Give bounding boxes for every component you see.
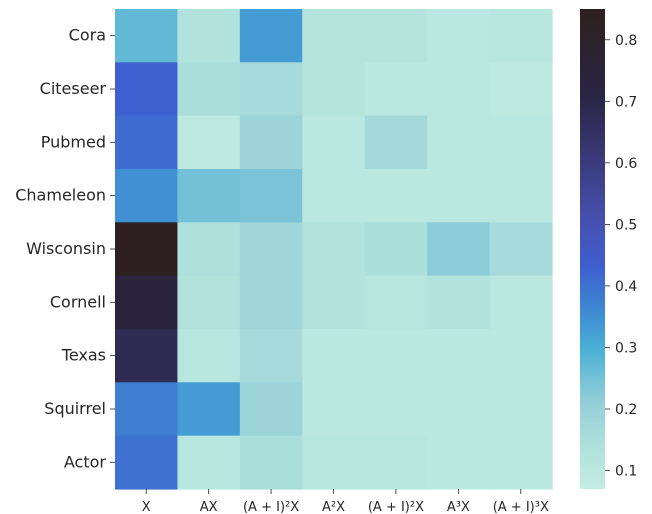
y-tick-label: Texas xyxy=(61,346,106,365)
y-tick-label: Wisconsin xyxy=(26,239,106,258)
heatmap-cell xyxy=(302,9,366,63)
y-tick-label: Chameleon xyxy=(15,186,106,205)
colorbar: 0.1 0.2 0.3 0.4 0.5 0.6 0.7 0.8 xyxy=(580,9,637,489)
colorbar-tick-label: 0.2 xyxy=(615,402,637,418)
y-tick-label: Pubmed xyxy=(41,132,106,151)
heatmap-cell xyxy=(239,168,303,223)
heatmap-cell xyxy=(364,222,428,277)
heatmap-cell xyxy=(302,382,366,437)
heatmap-cell xyxy=(489,275,553,330)
heatmap-cell xyxy=(489,328,553,383)
x-tick-label: X xyxy=(142,500,151,514)
heatmap-cell xyxy=(239,222,303,277)
x-axis-labels: X AX (A + I)²X A²X (A + I)²X A³X (A + I)³X xyxy=(142,488,549,514)
heatmap-cell xyxy=(364,382,428,437)
x-tick-label: (A + I)²X xyxy=(368,500,424,514)
heatmap-cell xyxy=(302,328,366,383)
colorbar-tick-label: 0.8 xyxy=(615,33,637,49)
heatmap-cell xyxy=(177,9,241,63)
heatmap-cell xyxy=(302,115,366,170)
heatmap-cell xyxy=(489,9,553,63)
heatmap-cell xyxy=(364,115,428,170)
heatmap-cell xyxy=(115,382,179,437)
heatmap-cell xyxy=(177,222,241,277)
colorbar-tick-label: 0.7 xyxy=(615,94,637,110)
heatmap-cell xyxy=(364,435,428,490)
heatmap-cell xyxy=(364,9,428,63)
heatmap-cell xyxy=(177,275,241,330)
colorbar-ticks: 0.1 0.2 0.3 0.4 0.5 0.6 0.7 0.8 xyxy=(605,33,637,480)
heatmap-cell xyxy=(115,222,179,277)
y-tick-label: Cora xyxy=(69,26,106,45)
heatmap-cell xyxy=(239,62,303,117)
heatmap-cell xyxy=(115,275,179,330)
y-tick-label: Citeseer xyxy=(40,79,107,98)
heatmap-cell xyxy=(364,62,428,117)
heatmap-cell xyxy=(115,62,179,117)
heatmap-cell xyxy=(115,168,179,223)
x-tick-label: AX xyxy=(200,500,218,514)
heatmap-cell xyxy=(427,168,491,223)
heatmap-cell xyxy=(239,382,303,437)
colorbar-tick-label: 0.5 xyxy=(615,217,637,233)
heatmap-cell xyxy=(489,382,553,437)
y-tick-label: Actor xyxy=(64,452,107,471)
heatmap-cell xyxy=(239,435,303,490)
heatmap-cell xyxy=(115,115,179,170)
heatmap-cell xyxy=(489,115,553,170)
y-tick-label: Squirrel xyxy=(44,399,106,418)
colorbar-gradient xyxy=(580,9,605,489)
heatmap-cell xyxy=(239,275,303,330)
colorbar-tick-label: 0.6 xyxy=(615,156,637,172)
heatmap-cell xyxy=(427,115,491,170)
heatmap-cell xyxy=(489,222,553,277)
colorbar-tick-label: 0.1 xyxy=(615,464,637,480)
heatmap-cell xyxy=(302,275,366,330)
x-tick-label: (A + I)³X xyxy=(493,500,549,514)
heatmap-cell xyxy=(177,435,241,490)
heatmap-cell xyxy=(364,168,428,223)
x-tick-label: A²X xyxy=(322,500,345,514)
heatmap-cell xyxy=(427,62,491,117)
heatmap-cell xyxy=(427,328,491,383)
colorbar-tick-label: 0.4 xyxy=(615,279,637,295)
y-tick-label: Cornell xyxy=(50,292,106,311)
heatmap-cell xyxy=(239,115,303,170)
y-axis-labels: Cora Citeseer Pubmed Chameleon Wisconsin Corn… xyxy=(15,26,115,471)
heatmap-cell xyxy=(489,168,553,223)
heatmap-cell xyxy=(115,435,179,490)
heatmap-cell xyxy=(177,328,241,383)
heatmap-cell xyxy=(489,435,553,490)
heatmap-cell xyxy=(239,328,303,383)
heatmap-cell xyxy=(302,168,366,223)
heatmap-cell xyxy=(427,222,491,277)
heatmap-cell xyxy=(302,222,366,277)
heatmap-cell xyxy=(427,435,491,490)
x-tick-label: A³X xyxy=(447,500,470,514)
heatmap-cell xyxy=(302,62,366,117)
heatmap-cell xyxy=(427,382,491,437)
heatmap-cell xyxy=(302,435,366,490)
heatmap-cell xyxy=(177,115,241,170)
heatmap-cell xyxy=(364,275,428,330)
heatmap-cells xyxy=(115,9,553,490)
heatmap-cell xyxy=(364,328,428,383)
heatmap-cell xyxy=(427,9,491,63)
heatmap-cell xyxy=(115,328,179,383)
heatmap-cell xyxy=(427,275,491,330)
heatmap-cell xyxy=(177,168,241,223)
x-tick-label: (A + I)²X xyxy=(243,500,299,514)
heatmap-cell xyxy=(177,382,241,437)
heatmap-cell xyxy=(239,9,303,63)
heatmap-cell xyxy=(115,9,179,63)
heatmap-cell xyxy=(177,62,241,117)
heatmap-cell xyxy=(489,62,553,117)
colorbar-tick-label: 0.3 xyxy=(615,340,637,356)
